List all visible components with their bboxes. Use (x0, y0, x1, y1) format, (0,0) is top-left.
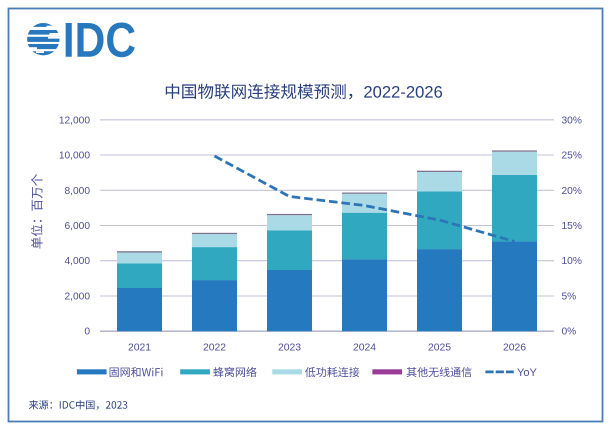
svg-text:6,000: 6,000 (65, 221, 91, 232)
svg-text:8,000: 8,000 (65, 186, 91, 197)
svg-text:2026: 2026 (503, 343, 526, 354)
svg-text:10,000: 10,000 (59, 151, 90, 162)
svg-text:0: 0 (84, 327, 90, 338)
svg-text:4,000: 4,000 (65, 256, 91, 267)
svg-text:2,000: 2,000 (65, 292, 91, 303)
svg-text:2021: 2021 (128, 343, 151, 354)
svg-text:2024: 2024 (353, 343, 376, 354)
svg-text:YoY: YoY (517, 367, 537, 379)
svg-text:2025: 2025 (428, 343, 451, 354)
svg-text:12,000: 12,000 (59, 115, 90, 126)
svg-text:30%: 30% (562, 115, 582, 126)
svg-text:2023: 2023 (278, 343, 301, 354)
svg-text:20%: 20% (562, 186, 582, 197)
svg-text:15%: 15% (562, 221, 582, 232)
svg-text:0%: 0% (562, 327, 577, 338)
svg-text:2022: 2022 (203, 343, 226, 354)
svg-text:10%: 10% (562, 256, 582, 267)
svg-text:5%: 5% (562, 292, 577, 303)
svg-text:25%: 25% (562, 151, 582, 162)
